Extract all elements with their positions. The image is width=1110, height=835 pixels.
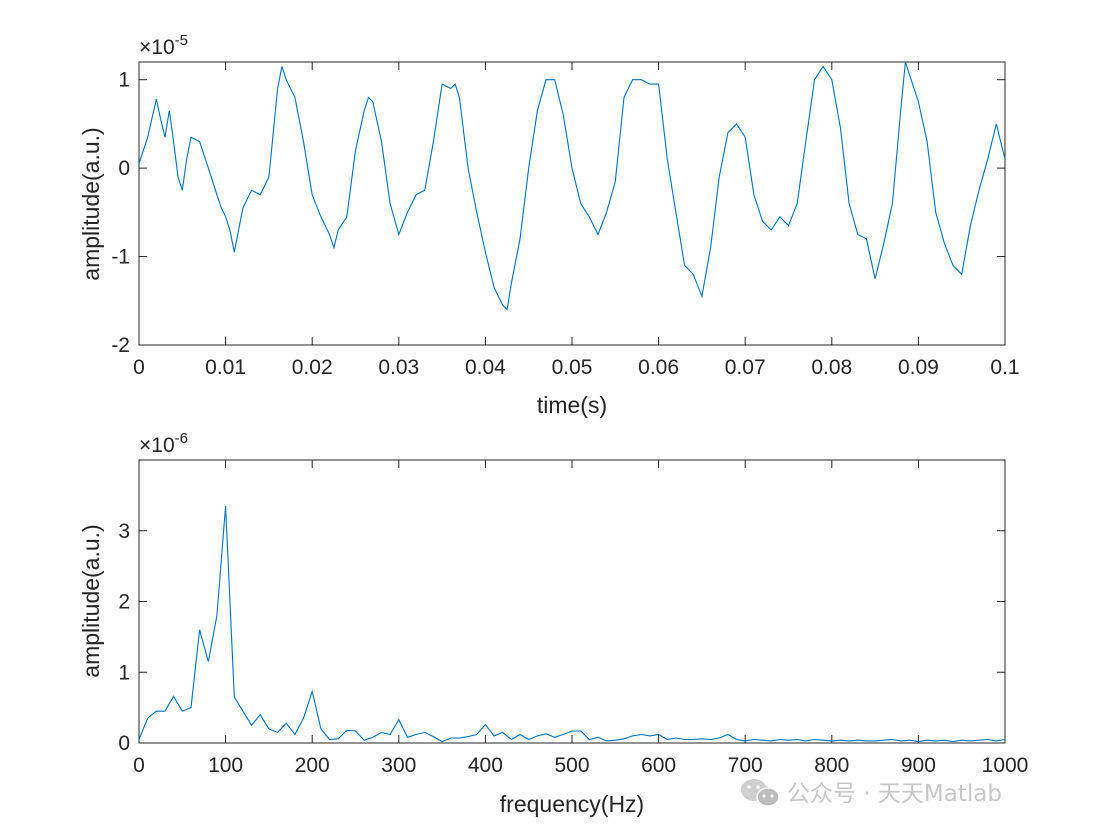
time-domain-y-tick-label: -2 [111, 334, 130, 357]
time-domain-x-tick-label: 0.1 [990, 356, 1019, 379]
frequency-domain-x-tick-label: 0 [133, 754, 145, 777]
frequency-domain-x-tick-label: 400 [468, 754, 503, 777]
frequency-domain-x-tick-label: 700 [728, 754, 763, 777]
time-domain-exponent-power: -5 [175, 32, 188, 49]
frequency-domain-x-tick-label: 1000 [982, 754, 1029, 777]
frequency-domain-x-tick-label: 200 [295, 754, 330, 777]
frequency-domain-x-tick-label: 600 [641, 754, 676, 777]
frequency-domain-axes: 0 100 200 300 400 500 600 700 800 900 1000 0 1 2 3 fr… [78, 430, 1028, 817]
time-domain-x-tick-label: 0.04 [465, 356, 506, 379]
watermark-text: 公众号 · 天天Matlab [787, 781, 1002, 807]
frequency-domain-exponent-power: -6 [175, 430, 188, 447]
time-domain-exponent-base: ×10 [139, 36, 175, 59]
time-domain-x-ticks: 0 0.01 0.02 0.03 0.04 0.05 0.06 0.07 0.08 0.09 0.1 [133, 62, 1020, 379]
frequency-domain-x-ticks: 0 100 200 300 400 500 600 700 800 900 1000 [133, 460, 1028, 777]
time-domain-x-tick-label: 0.01 [205, 356, 246, 379]
time-domain-signal-line [138, 61, 1006, 311]
time-domain-x-tick-label: 0.07 [725, 356, 766, 379]
frequency-domain-exponent-label: ×10-6 [139, 430, 188, 457]
frequency-domain-y-tick-label: 0 [118, 732, 130, 755]
time-domain-x-tick-label: 0.09 [898, 356, 939, 379]
time-domain-x-tick-label: 0.06 [638, 356, 679, 379]
wechat-icon [741, 779, 780, 807]
frequency-domain-x-label: frequency(Hz) [500, 791, 644, 817]
frequency-domain-plot-box [138, 459, 1006, 744]
time-domain-axes: 0 0.01 0.02 0.03 0.04 0.05 0.06 0.07 0.08 0.09 0.1… [78, 32, 1020, 418]
frequency-domain-x-tick-label: 900 [901, 754, 936, 777]
time-domain-x-tick-label: 0 [133, 356, 145, 379]
frequency-domain-x-tick-label: 100 [208, 754, 243, 777]
time-domain-plot-box [138, 61, 1006, 346]
frequency-domain-x-tick-label: 800 [814, 754, 849, 777]
time-domain-x-tick-label: 0.08 [811, 356, 852, 379]
frequency-domain-x-tick-label: 500 [554, 754, 589, 777]
time-domain-x-tick-label: 0.05 [552, 356, 593, 379]
frequency-domain-y-tick-label: 3 [118, 520, 130, 543]
time-domain-x-tick-label: 0.02 [292, 356, 333, 379]
time-domain-y-ticks: -2 -1 0 1 [111, 69, 1005, 357]
time-domain-y-tick-label: 1 [118, 69, 130, 92]
watermark: 公众号 · 天天Matlab [741, 779, 1002, 807]
time-domain-y-tick-label: 0 [118, 157, 130, 180]
frequency-domain-y-tick-label: 2 [118, 591, 130, 614]
time-domain-y-tick-label: -1 [111, 246, 130, 269]
frequency-domain-y-label: amplitude(a.u.) [78, 524, 104, 677]
frequency-domain-y-tick-label: 1 [118, 661, 130, 684]
time-domain-x-tick-label: 0.03 [378, 356, 419, 379]
time-domain-y-label: amplitude(a.u.) [78, 127, 104, 280]
frequency-domain-y-ticks: 0 1 2 3 [118, 520, 1005, 755]
frequency-domain-x-tick-label: 300 [381, 754, 416, 777]
frequency-domain-exponent-base: ×10 [139, 434, 175, 457]
time-domain-exponent-label: ×10-5 [139, 32, 188, 59]
time-domain-x-label: time(s) [537, 392, 607, 418]
frequency-domain-spectrum-line [138, 505, 1006, 743]
